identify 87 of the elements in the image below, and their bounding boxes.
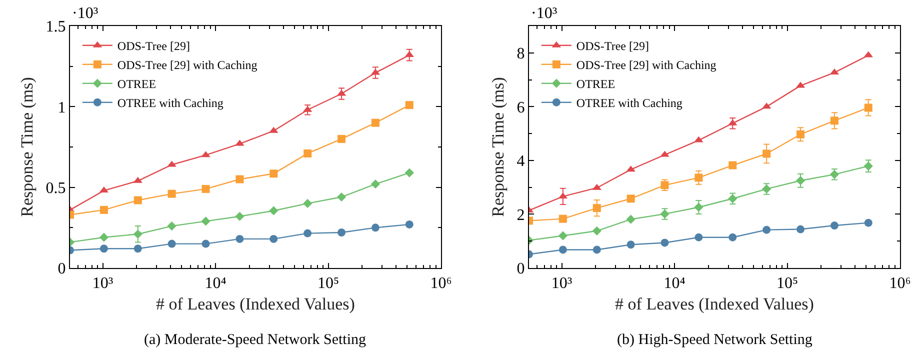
point (99, 232, 108, 242)
point (168, 240, 176, 248)
point (304, 149, 312, 158)
point (133, 230, 142, 239)
x-tick-label: 10⁶ (889, 275, 911, 292)
point (269, 206, 278, 216)
x-tick-label: 10⁵ (776, 275, 798, 292)
point (864, 218, 872, 227)
y-axis-title: Response Time (ms) (17, 77, 36, 217)
point (830, 222, 838, 230)
text: ·10³ (72, 5, 98, 22)
point (558, 246, 567, 254)
legend-label: ODS-Tree [29] with Caching (576, 58, 716, 72)
x-tick-label: 10³ (551, 275, 572, 292)
y-tick-label: 2 (516, 206, 525, 224)
point (796, 130, 805, 138)
text: (a) Moderate-Speed Network Setting (144, 332, 367, 348)
point (405, 101, 414, 110)
y-tick-label: 0 (58, 260, 66, 278)
text: (b) High-Speed Network Setting (617, 332, 813, 348)
point (762, 150, 771, 158)
legend-label: OTREE with Caching (576, 96, 682, 110)
x-tick-label: 10⁴ (204, 275, 227, 292)
point (626, 194, 635, 203)
point (796, 225, 805, 234)
point (830, 116, 838, 125)
point (592, 204, 601, 212)
point (336, 192, 346, 202)
y-tick-label: 1.5 (46, 18, 66, 36)
point (371, 118, 380, 127)
point (100, 206, 108, 214)
point (370, 180, 380, 189)
point (270, 170, 278, 178)
point (236, 175, 244, 184)
y-tick-label: 8 (516, 45, 525, 62)
point (660, 238, 669, 247)
legend-label: ODS-Tree [29] with Caching (117, 58, 258, 72)
point (371, 224, 380, 232)
point (338, 228, 346, 237)
point (404, 168, 414, 178)
y-tick-label: 4 (516, 153, 525, 170)
point (100, 244, 108, 253)
point (694, 174, 703, 182)
point (796, 176, 806, 186)
point (694, 233, 703, 242)
point (592, 246, 601, 254)
point (592, 226, 602, 236)
x-tick-label: 10⁵ (317, 275, 340, 292)
point (558, 231, 568, 240)
point (202, 184, 210, 193)
point (694, 202, 704, 212)
legend-label: OTREE (117, 77, 156, 92)
point (728, 161, 737, 170)
point (558, 214, 567, 223)
y-tick-label: 0 (516, 260, 525, 278)
point (303, 198, 312, 208)
point (626, 240, 635, 249)
point (134, 244, 142, 253)
point (235, 212, 244, 221)
x-axis-title: # of Leaves (Indexed Values) (156, 294, 355, 314)
y-tick-label: 1 (58, 99, 66, 116)
point (270, 234, 278, 243)
point (338, 134, 346, 143)
text: ·10³ (531, 5, 558, 22)
legend-label: OTREE (576, 77, 616, 92)
legend-label: OTREE with Caching (117, 96, 224, 110)
point (202, 240, 210, 248)
point (236, 234, 244, 243)
point (626, 214, 636, 224)
y-tick-label: 6 (516, 99, 525, 116)
point (405, 220, 414, 228)
point (168, 190, 176, 198)
point (728, 233, 737, 242)
x-tick-label: 10⁶ (430, 275, 452, 292)
x-tick-label: 10⁴ (664, 275, 686, 292)
y-tick-label: 0.5 (46, 180, 66, 197)
point (762, 226, 771, 234)
x-tick-label: 10³ (92, 275, 114, 292)
legend-label: ODS-Tree [29] (117, 39, 190, 54)
x-axis-title: # of Leaves (Indexed Values) (615, 294, 814, 314)
point (167, 222, 176, 231)
point (134, 196, 142, 204)
y-axis-title: Response Time (ms) (488, 77, 508, 217)
point (304, 229, 312, 238)
point (201, 216, 210, 226)
legend-label: ODS-Tree [29] (576, 39, 649, 54)
point (864, 104, 872, 112)
